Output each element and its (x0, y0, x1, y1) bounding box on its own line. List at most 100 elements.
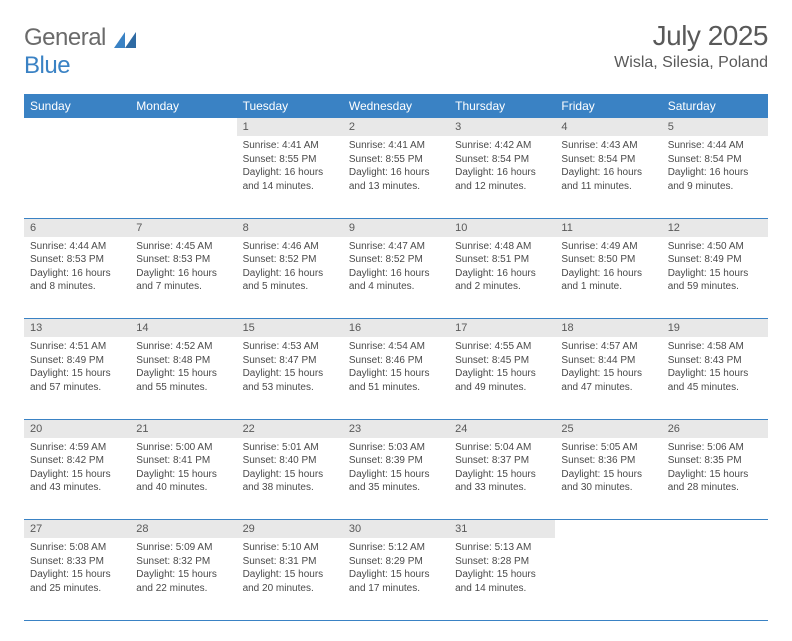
daynum-cell: 2 (343, 118, 449, 136)
header: General Blue July 2025 Wisla, Silesia, P… (24, 20, 768, 80)
sunrise-line: Sunrise: 4:54 AM (349, 340, 443, 354)
day-cell: Sunrise: 4:47 AMSunset: 8:52 PMDaylight:… (343, 237, 449, 319)
day-cell: Sunrise: 4:49 AMSunset: 8:50 PMDaylight:… (555, 237, 661, 319)
logo-mark-icon (114, 32, 136, 48)
day-cell-body: Sunrise: 4:44 AMSunset: 8:54 PMDaylight:… (662, 136, 768, 197)
daynum-row: 20212223242526 (24, 419, 768, 438)
daynum-cell: 23 (343, 419, 449, 438)
daynum-empty (555, 520, 661, 539)
day-cell: Sunrise: 5:04 AMSunset: 8:37 PMDaylight:… (449, 438, 555, 520)
day-cell: Sunrise: 4:57 AMSunset: 8:44 PMDaylight:… (555, 337, 661, 419)
daynum-cell: 29 (237, 520, 343, 539)
daynum-cell: 7 (130, 218, 236, 237)
sunrise-line: Sunrise: 4:58 AM (668, 340, 762, 354)
sunset-line: Sunset: 8:45 PM (455, 354, 549, 368)
daynum-cell: 21 (130, 419, 236, 438)
daylight-line: Daylight: 16 hours and 12 minutes. (455, 166, 549, 193)
title-block: July 2025 Wisla, Silesia, Poland (614, 20, 768, 72)
daynum-cell: 5 (662, 118, 768, 136)
day-cell: Sunrise: 4:58 AMSunset: 8:43 PMDaylight:… (662, 337, 768, 419)
day-header: Wednesday (343, 94, 449, 118)
sunrise-line: Sunrise: 4:42 AM (455, 139, 549, 153)
daynum-cell: 1 (237, 118, 343, 136)
day-cell-body: Sunrise: 4:51 AMSunset: 8:49 PMDaylight:… (24, 337, 130, 398)
sunset-line: Sunset: 8:52 PM (349, 253, 443, 267)
day-cell: Sunrise: 4:44 AMSunset: 8:54 PMDaylight:… (662, 136, 768, 218)
day-cell: Sunrise: 4:51 AMSunset: 8:49 PMDaylight:… (24, 337, 130, 419)
sunrise-line: Sunrise: 4:51 AM (30, 340, 124, 354)
sunset-line: Sunset: 8:53 PM (136, 253, 230, 267)
sunrise-line: Sunrise: 4:44 AM (30, 240, 124, 254)
sunset-line: Sunset: 8:51 PM (455, 253, 549, 267)
daynum-cell: 16 (343, 319, 449, 338)
day-cell: Sunrise: 5:01 AMSunset: 8:40 PMDaylight:… (237, 438, 343, 520)
daylight-line: Daylight: 16 hours and 14 minutes. (243, 166, 337, 193)
daynum-empty (662, 520, 768, 539)
daynum-row: 12345 (24, 118, 768, 136)
day-cell: Sunrise: 4:59 AMSunset: 8:42 PMDaylight:… (24, 438, 130, 520)
daynum-cell: 26 (662, 419, 768, 438)
sunrise-line: Sunrise: 5:05 AM (561, 441, 655, 455)
sunrise-line: Sunrise: 4:55 AM (455, 340, 549, 354)
sunset-line: Sunset: 8:49 PM (668, 253, 762, 267)
daynum-empty (130, 118, 236, 136)
day-cell-body: Sunrise: 4:52 AMSunset: 8:48 PMDaylight:… (130, 337, 236, 398)
sunset-line: Sunset: 8:49 PM (30, 354, 124, 368)
sunset-line: Sunset: 8:54 PM (561, 153, 655, 167)
day-cell-body: Sunrise: 4:53 AMSunset: 8:47 PMDaylight:… (237, 337, 343, 398)
sunrise-line: Sunrise: 4:45 AM (136, 240, 230, 254)
sunrise-line: Sunrise: 4:59 AM (30, 441, 124, 455)
daynum-cell: 17 (449, 319, 555, 338)
daynum-cell: 3 (449, 118, 555, 136)
day-cell: Sunrise: 4:45 AMSunset: 8:53 PMDaylight:… (130, 237, 236, 319)
daynum-cell: 15 (237, 319, 343, 338)
daylight-line: Daylight: 15 hours and 53 minutes. (243, 367, 337, 394)
daynum-cell: 18 (555, 319, 661, 338)
week-row: Sunrise: 4:59 AMSunset: 8:42 PMDaylight:… (24, 438, 768, 520)
day-cell-body: Sunrise: 4:58 AMSunset: 8:43 PMDaylight:… (662, 337, 768, 398)
sunset-line: Sunset: 8:47 PM (243, 354, 337, 368)
day-cell-body: Sunrise: 5:09 AMSunset: 8:32 PMDaylight:… (130, 538, 236, 599)
daylight-line: Daylight: 15 hours and 47 minutes. (561, 367, 655, 394)
sunset-line: Sunset: 8:44 PM (561, 354, 655, 368)
daylight-line: Daylight: 15 hours and 55 minutes. (136, 367, 230, 394)
daynum-row: 13141516171819 (24, 319, 768, 338)
daylight-line: Daylight: 15 hours and 25 minutes. (30, 568, 124, 595)
daynum-cell: 24 (449, 419, 555, 438)
sunrise-line: Sunrise: 5:12 AM (349, 541, 443, 555)
daylight-line: Daylight: 15 hours and 17 minutes. (349, 568, 443, 595)
sunset-line: Sunset: 8:50 PM (561, 253, 655, 267)
sunrise-line: Sunrise: 5:04 AM (455, 441, 549, 455)
day-cell-body: Sunrise: 4:44 AMSunset: 8:53 PMDaylight:… (24, 237, 130, 298)
calendar-body: 12345Sunrise: 4:41 AMSunset: 8:55 PMDayl… (24, 118, 768, 620)
daynum-cell: 9 (343, 218, 449, 237)
day-cell: Sunrise: 4:50 AMSunset: 8:49 PMDaylight:… (662, 237, 768, 319)
month-title: July 2025 (614, 20, 768, 52)
day-header: Saturday (662, 94, 768, 118)
daynum-row: 2728293031 (24, 520, 768, 539)
sunrise-line: Sunrise: 4:41 AM (349, 139, 443, 153)
sunrise-line: Sunrise: 5:03 AM (349, 441, 443, 455)
daynum-cell: 25 (555, 419, 661, 438)
day-header: Monday (130, 94, 236, 118)
sunset-line: Sunset: 8:32 PM (136, 555, 230, 569)
sunset-line: Sunset: 8:29 PM (349, 555, 443, 569)
day-header: Tuesday (237, 94, 343, 118)
day-cell-empty (555, 538, 661, 620)
week-row: Sunrise: 5:08 AMSunset: 8:33 PMDaylight:… (24, 538, 768, 620)
day-cell-body: Sunrise: 4:41 AMSunset: 8:55 PMDaylight:… (343, 136, 449, 197)
day-cell: Sunrise: 5:10 AMSunset: 8:31 PMDaylight:… (237, 538, 343, 620)
daylight-line: Daylight: 15 hours and 22 minutes. (136, 568, 230, 595)
sunset-line: Sunset: 8:42 PM (30, 454, 124, 468)
daylight-line: Daylight: 16 hours and 9 minutes. (668, 166, 762, 193)
daynum-cell: 4 (555, 118, 661, 136)
day-cell-body: Sunrise: 4:48 AMSunset: 8:51 PMDaylight:… (449, 237, 555, 298)
sunrise-line: Sunrise: 5:01 AM (243, 441, 337, 455)
day-cell-body: Sunrise: 4:57 AMSunset: 8:44 PMDaylight:… (555, 337, 661, 398)
day-cell-body: Sunrise: 4:54 AMSunset: 8:46 PMDaylight:… (343, 337, 449, 398)
day-cell-body: Sunrise: 5:06 AMSunset: 8:35 PMDaylight:… (662, 438, 768, 499)
day-cell: Sunrise: 4:54 AMSunset: 8:46 PMDaylight:… (343, 337, 449, 419)
location-text: Wisla, Silesia, Poland (614, 54, 768, 72)
day-cell-body: Sunrise: 4:42 AMSunset: 8:54 PMDaylight:… (449, 136, 555, 197)
sunrise-line: Sunrise: 4:49 AM (561, 240, 655, 254)
